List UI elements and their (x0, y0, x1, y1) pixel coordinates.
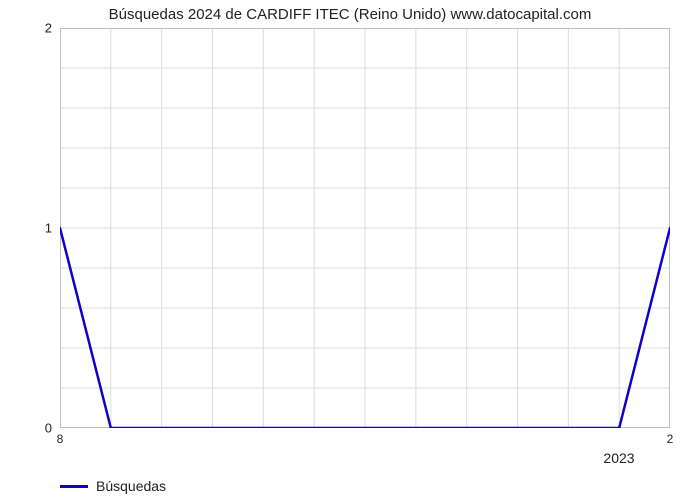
legend-swatch (60, 485, 88, 488)
legend-label: Búsquedas (96, 478, 166, 494)
x-tick-0: 8 (57, 432, 64, 446)
y-tick-0: 0 (12, 421, 52, 436)
chart-container: Búsquedas 2024 de CARDIFF ITEC (Reino Un… (0, 0, 700, 500)
x-tick-12: 2 (667, 432, 674, 446)
x-axis-title: 2023 (603, 450, 634, 466)
y-tick-2: 2 (12, 21, 52, 36)
y-tick-1: 1 (12, 221, 52, 236)
chart-svg (60, 28, 670, 428)
chart-title: Búsquedas 2024 de CARDIFF ITEC (Reino Un… (0, 6, 700, 23)
legend: Búsquedas (60, 478, 166, 494)
plot-area (60, 28, 670, 428)
